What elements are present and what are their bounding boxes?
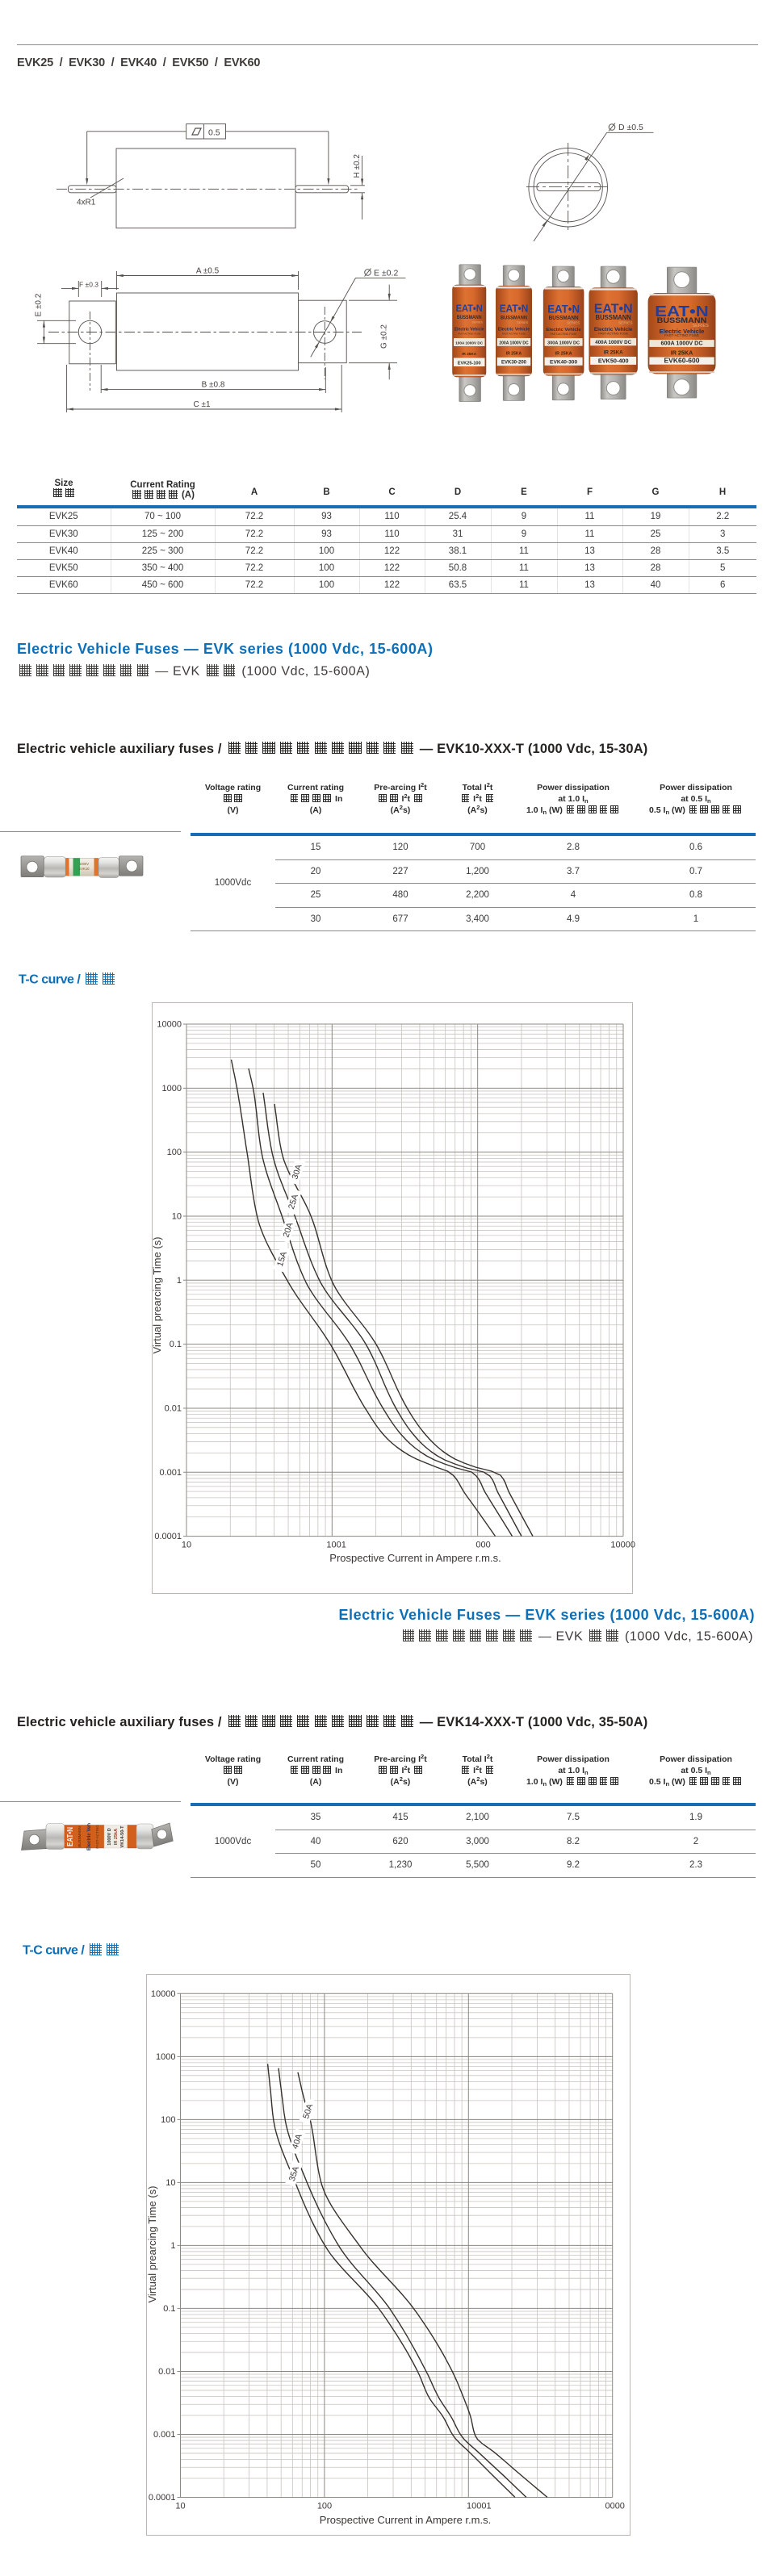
svg-text:100: 100 <box>167 1148 182 1157</box>
svg-text:BUSSMANN: BUSSMANN <box>657 316 707 325</box>
svg-text:0.001: 0.001 <box>159 1468 182 1478</box>
svg-text:Electric Vehicle: Electric Vehicle <box>455 328 484 332</box>
svg-text:BUSSMANN: BUSSMANN <box>501 316 527 321</box>
svg-text:EVK50-400: EVK50-400 <box>598 358 629 365</box>
svg-text:FAST-ACTING FUSE: FAST-ACTING FUSE <box>458 332 481 336</box>
svg-text:Electric Vehicle: Electric Vehicle <box>498 328 530 332</box>
svg-text:0.01: 0.01 <box>158 2367 175 2377</box>
svg-text:SERIES: SERIES <box>517 320 529 324</box>
svg-text:IR 25KA: IR 25KA <box>604 350 623 356</box>
svg-text:IR 25kA: IR 25kA <box>114 1829 119 1845</box>
svg-text:100: 100 <box>317 2502 332 2511</box>
svg-text:EAT•N: EAT•N <box>66 1827 75 1846</box>
svg-text:1000: 1000 <box>162 1084 182 1094</box>
svg-text:SERIES: SERIES <box>618 320 633 325</box>
svg-text:EVK10: EVK10 <box>78 867 90 871</box>
svg-text:EAT•N: EAT•N <box>456 303 483 314</box>
svg-text:EVK30-200: EVK30-200 <box>501 361 527 366</box>
svg-text:400A 1000V DC: 400A 1000V DC <box>595 340 631 345</box>
svg-text:IR 25KA: IR 25KA <box>506 352 522 357</box>
svg-text:FAST-ACTING FUSE: FAST-ACTING FUSE <box>502 332 526 336</box>
svg-text:B ±0.8: B ±0.8 <box>202 381 225 390</box>
svg-text:30A: 30A <box>290 1163 304 1180</box>
svg-text:VK14-50-T: VK14-50-T <box>120 1825 125 1848</box>
svg-text:1: 1 <box>177 1276 182 1286</box>
svg-text:10000: 10000 <box>151 1989 176 1999</box>
svg-text:1: 1 <box>170 2241 175 2251</box>
svg-text:1000: 1000 <box>156 2052 175 2062</box>
svg-text:EVK40-300: EVK40-300 <box>550 360 577 366</box>
svg-text:EAT•N: EAT•N <box>500 303 529 315</box>
svg-text:1000V D: 1000V D <box>107 1828 112 1845</box>
svg-text:600A 1000V DC: 600A 1000V DC <box>660 340 702 347</box>
svg-text:E ±0.2: E ±0.2 <box>35 293 44 316</box>
svg-text:10000: 10000 <box>157 1020 182 1030</box>
svg-text:1000V: 1000V <box>79 862 89 866</box>
svg-text:10: 10 <box>175 2502 185 2511</box>
svg-text:50A: 50A <box>301 2103 315 2120</box>
svg-text:300A 1000V DC: 300A 1000V DC <box>547 341 580 345</box>
svg-text:G ±0.2: G ±0.2 <box>380 324 389 349</box>
svg-text:0.1: 0.1 <box>163 2304 175 2314</box>
svg-text:4xR1: 4xR1 <box>77 199 96 207</box>
svg-text:Prospective Current in Ampere: Prospective Current in Ampere r.m.s. <box>329 1552 501 1564</box>
svg-text:A ±0.5: A ±0.5 <box>196 267 220 276</box>
svg-text:EVK60-600: EVK60-600 <box>664 357 700 365</box>
svg-text:10001: 10001 <box>467 2502 492 2511</box>
svg-text:40A: 40A <box>291 2133 304 2150</box>
svg-text:SERIES: SERIES <box>567 320 580 324</box>
svg-text:Electric Vehicle: Electric Vehicle <box>594 327 633 332</box>
svg-text:10: 10 <box>165 2178 175 2188</box>
svg-text:Electric Vehicle: Electric Vehicle <box>546 328 581 332</box>
svg-text:BUSSMANN: BUSSMANN <box>596 314 631 321</box>
svg-text:BUSSMANN: BUSSMANN <box>549 314 579 321</box>
svg-text:EAT•N: EAT•N <box>655 303 709 320</box>
svg-text:E ±0.2: E ±0.2 <box>374 268 398 278</box>
svg-text:20A: 20A <box>281 1221 295 1238</box>
svg-text:Electric Veh: Electric Veh <box>87 1823 92 1850</box>
svg-text:IR 25KA: IR 25KA <box>555 351 572 356</box>
svg-text:Electric Vehicle: Electric Vehicle <box>660 328 705 335</box>
svg-text:IR 25KA: IR 25KA <box>462 352 477 356</box>
svg-text:IR 25KA: IR 25KA <box>671 349 693 357</box>
svg-text:BUSSMANN: BUSSMANN <box>457 315 482 320</box>
svg-text:35A: 35A <box>287 2165 301 2182</box>
svg-text:0.0001: 0.0001 <box>154 1532 182 1541</box>
svg-text:FAST-ACTING FUSE: FAST-ACTING FUSE <box>598 332 628 336</box>
svg-text:FAST-ACTING FUSE: FAST-ACTING FUSE <box>550 332 577 336</box>
svg-text:F ±0.3: F ±0.3 <box>79 280 98 288</box>
svg-text:BUSSMANN: BUSSMANN <box>78 1826 82 1847</box>
svg-text:H ±0.2: H ±0.2 <box>353 154 362 178</box>
svg-text:10: 10 <box>172 1212 182 1222</box>
svg-text:Virtual prearcing Time (s): Virtual prearcing Time (s) <box>152 1237 163 1354</box>
svg-text:10: 10 <box>182 1541 191 1550</box>
svg-text:0.01: 0.01 <box>165 1403 182 1413</box>
svg-text:SERIES: SERIES <box>471 321 483 324</box>
svg-text:D ±0.5: D ±0.5 <box>618 123 643 132</box>
svg-text:SERIES: SERIES <box>692 324 709 328</box>
svg-text:EAT•N: EAT•N <box>547 303 580 315</box>
svg-text:0.5: 0.5 <box>208 128 220 137</box>
svg-text:Virtual prearcing Time (s): Virtual prearcing Time (s) <box>146 2186 158 2303</box>
svg-text:0.1: 0.1 <box>170 1340 182 1349</box>
svg-text:EVK25-100: EVK25-100 <box>458 362 481 366</box>
svg-text:FAST-ACTING FUSE: FAST-ACTING FUSE <box>664 333 699 337</box>
svg-text:10000: 10000 <box>610 1541 635 1550</box>
svg-text:C ±1: C ±1 <box>193 400 210 409</box>
svg-text:0.001: 0.001 <box>153 2430 176 2440</box>
svg-text:100: 100 <box>161 2115 175 2125</box>
svg-text:EAT•N: EAT•N <box>594 303 633 316</box>
svg-text:15A: 15A <box>275 1250 289 1267</box>
svg-text:100A 1000V DC: 100A 1000V DC <box>455 341 484 345</box>
svg-text:200A 1000V DC: 200A 1000V DC <box>499 341 529 345</box>
svg-text:0.0001: 0.0001 <box>149 2493 176 2503</box>
svg-text:25A: 25A <box>287 1193 300 1210</box>
svg-text:Prospective Current in Ampere: Prospective Current in Ampere r.m.s. <box>320 2514 491 2526</box>
svg-text:1001: 1001 <box>326 1541 346 1550</box>
svg-text:0000: 0000 <box>605 2502 624 2511</box>
svg-text:000: 000 <box>475 1541 490 1550</box>
svg-text:FAST-ACTING: FAST-ACTING <box>95 1825 99 1849</box>
